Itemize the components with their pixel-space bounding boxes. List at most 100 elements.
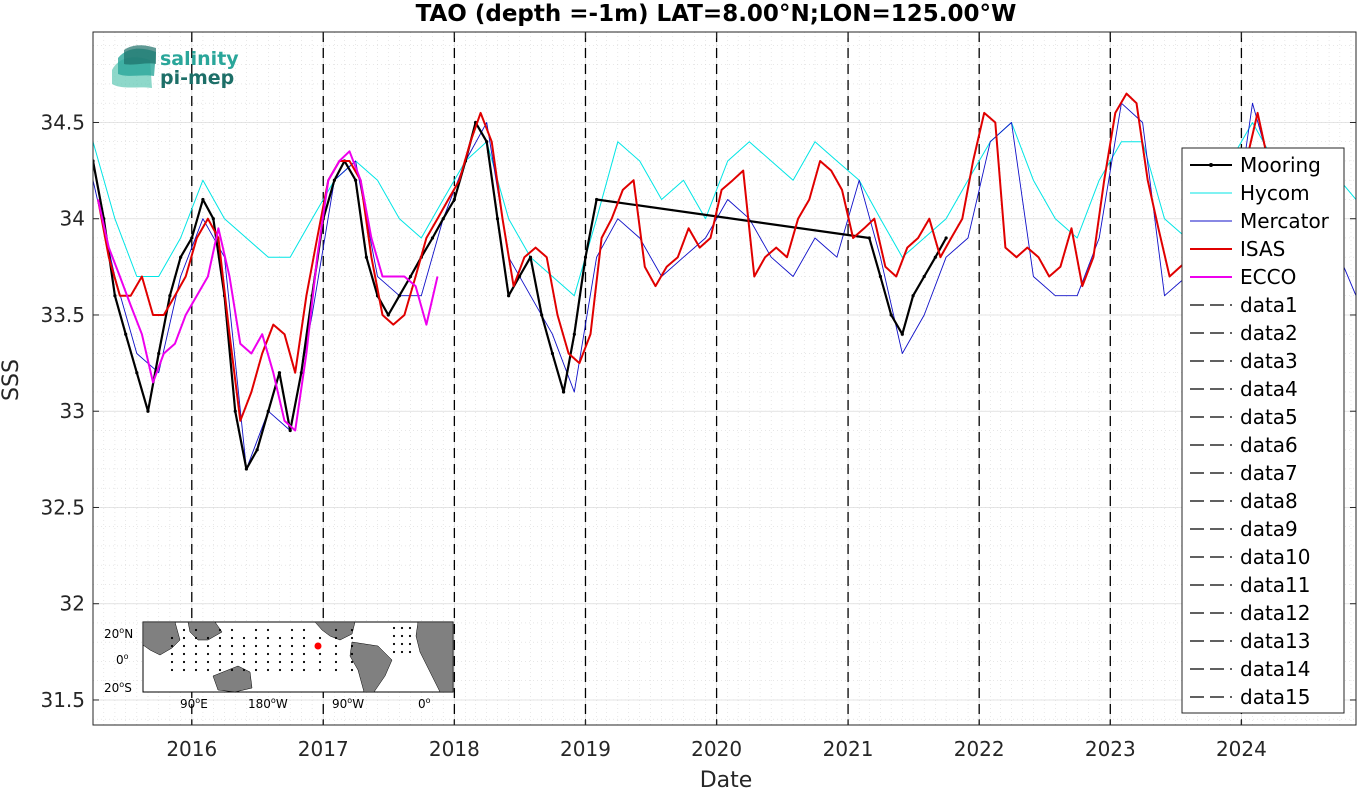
buoy-dot	[230, 636, 234, 640]
buoy-dot	[318, 668, 322, 672]
buoy-dot	[230, 660, 234, 664]
mooring-point	[233, 409, 237, 413]
inset-map-frame	[142, 621, 454, 693]
buoy-dot	[266, 636, 270, 640]
legend-label-mercator: Mercator	[1240, 209, 1330, 233]
buoy-dot	[290, 644, 294, 648]
buoy-dot	[266, 628, 270, 632]
y-tick-label: 33.5	[40, 303, 85, 327]
buoy-dot	[350, 668, 354, 672]
legend-label-data6: data6	[1240, 433, 1298, 457]
map-lon-label-90w: 90oW	[332, 696, 364, 711]
legend-label-data5: data5	[1240, 405, 1298, 429]
buoy-dot	[302, 660, 306, 664]
mooring-point	[124, 332, 128, 336]
logo-text-salinity: salinity	[160, 48, 239, 70]
buoy-dot	[400, 642, 404, 646]
logo-text-pimep: pi-mep	[160, 67, 234, 89]
inset-location-map: 20oN 0o 20oS 90oE 180oW 90oW 0o	[104, 621, 454, 711]
mooring-point	[266, 409, 270, 413]
buoy-dot	[230, 668, 234, 672]
mooring-point	[179, 255, 183, 259]
buoy-dot	[400, 650, 404, 654]
buoy-dot	[290, 652, 294, 656]
mooring-point	[386, 313, 390, 317]
legend-label-data10: data10	[1240, 545, 1311, 569]
mooring-point	[135, 371, 139, 375]
buoy-dot	[182, 668, 186, 672]
mooring-point	[583, 255, 588, 259]
buoy-dot	[302, 652, 306, 656]
buoy-dot	[334, 652, 338, 656]
map-land-africa	[415, 621, 454, 693]
buoy-dot	[290, 628, 294, 632]
buoy-dot	[218, 660, 222, 664]
mooring-point	[190, 236, 194, 240]
buoy-dot	[318, 652, 322, 656]
x-tick-label: 2021	[823, 737, 874, 761]
x-tick-label: 2017	[298, 737, 349, 761]
legend-label-data3: data3	[1240, 349, 1298, 373]
buoy-dot	[254, 636, 258, 640]
buoy-dot	[318, 636, 322, 640]
mooring-point	[364, 255, 368, 259]
mooring-point	[168, 294, 172, 298]
buoy-dot	[194, 660, 198, 664]
buoy-dot	[278, 660, 282, 664]
map-land-south-america	[349, 641, 393, 693]
mooring-point	[911, 294, 915, 298]
x-tick-label: 2022	[954, 737, 1005, 761]
mooring-point	[540, 313, 544, 317]
mooring-point	[277, 371, 282, 375]
map-lat-label-20s: 20oS	[104, 680, 132, 695]
buoy-dot	[230, 652, 234, 656]
buoy-dot	[400, 626, 404, 630]
map-land-north-america	[314, 621, 356, 641]
buoy-dot	[170, 644, 174, 648]
legend-label-hycom: Hycom	[1240, 181, 1310, 205]
buoy-dot	[218, 644, 222, 648]
buoy-dot	[242, 636, 246, 640]
salinity-pi-mep-logo: salinity pi-mep	[112, 45, 239, 89]
buoy-dot	[218, 636, 222, 640]
mooring-point	[867, 236, 871, 240]
buoy-dot	[242, 644, 246, 648]
series-line-isas	[97, 92, 1281, 422]
buoy-dot	[182, 652, 186, 656]
buoy-dot	[350, 636, 354, 640]
buoy-dot	[350, 644, 354, 648]
mooring-point	[507, 294, 511, 298]
buoy-dot	[408, 650, 412, 654]
x-axis-ticks: 2016 2017 2018 2019 2020 2021 2022 2023 2024	[166, 32, 1267, 761]
map-lat-label-0: 0o	[116, 652, 129, 667]
buoy-dot	[278, 636, 282, 640]
buoy-dot	[408, 634, 412, 638]
legend-label-ecco: ECCO	[1240, 265, 1296, 289]
buoy-dot	[290, 660, 294, 664]
legend-label-data12: data12	[1240, 601, 1311, 625]
legend: Mooring Hycom Mercator ISAS ECCO data1 data2 da…	[1181, 147, 1345, 714]
buoy-dot	[408, 642, 412, 646]
x-tick-label: 2019	[560, 737, 611, 761]
buoy-dot	[170, 652, 174, 656]
map-land-asia	[187, 621, 223, 641]
series-line-hycom	[93, 122, 1356, 297]
mooring-point	[430, 236, 435, 240]
mooring-point	[495, 217, 500, 221]
legend-label-isas: ISAS	[1240, 237, 1285, 261]
buoy-dot	[278, 652, 282, 656]
buoy-dot	[392, 634, 396, 638]
buoy-dot	[266, 668, 270, 672]
buoy-dot	[392, 642, 396, 646]
mooring-point	[288, 428, 292, 433]
buoy-dot	[334, 660, 338, 664]
buoy-dot	[206, 668, 210, 672]
buoy-dot	[302, 636, 306, 640]
mooring-point	[353, 178, 358, 182]
x-tick-label: 2020	[691, 737, 742, 761]
legend-label-data4: data4	[1240, 377, 1298, 401]
buoy-dot	[254, 644, 258, 648]
mooring-point	[933, 255, 937, 259]
